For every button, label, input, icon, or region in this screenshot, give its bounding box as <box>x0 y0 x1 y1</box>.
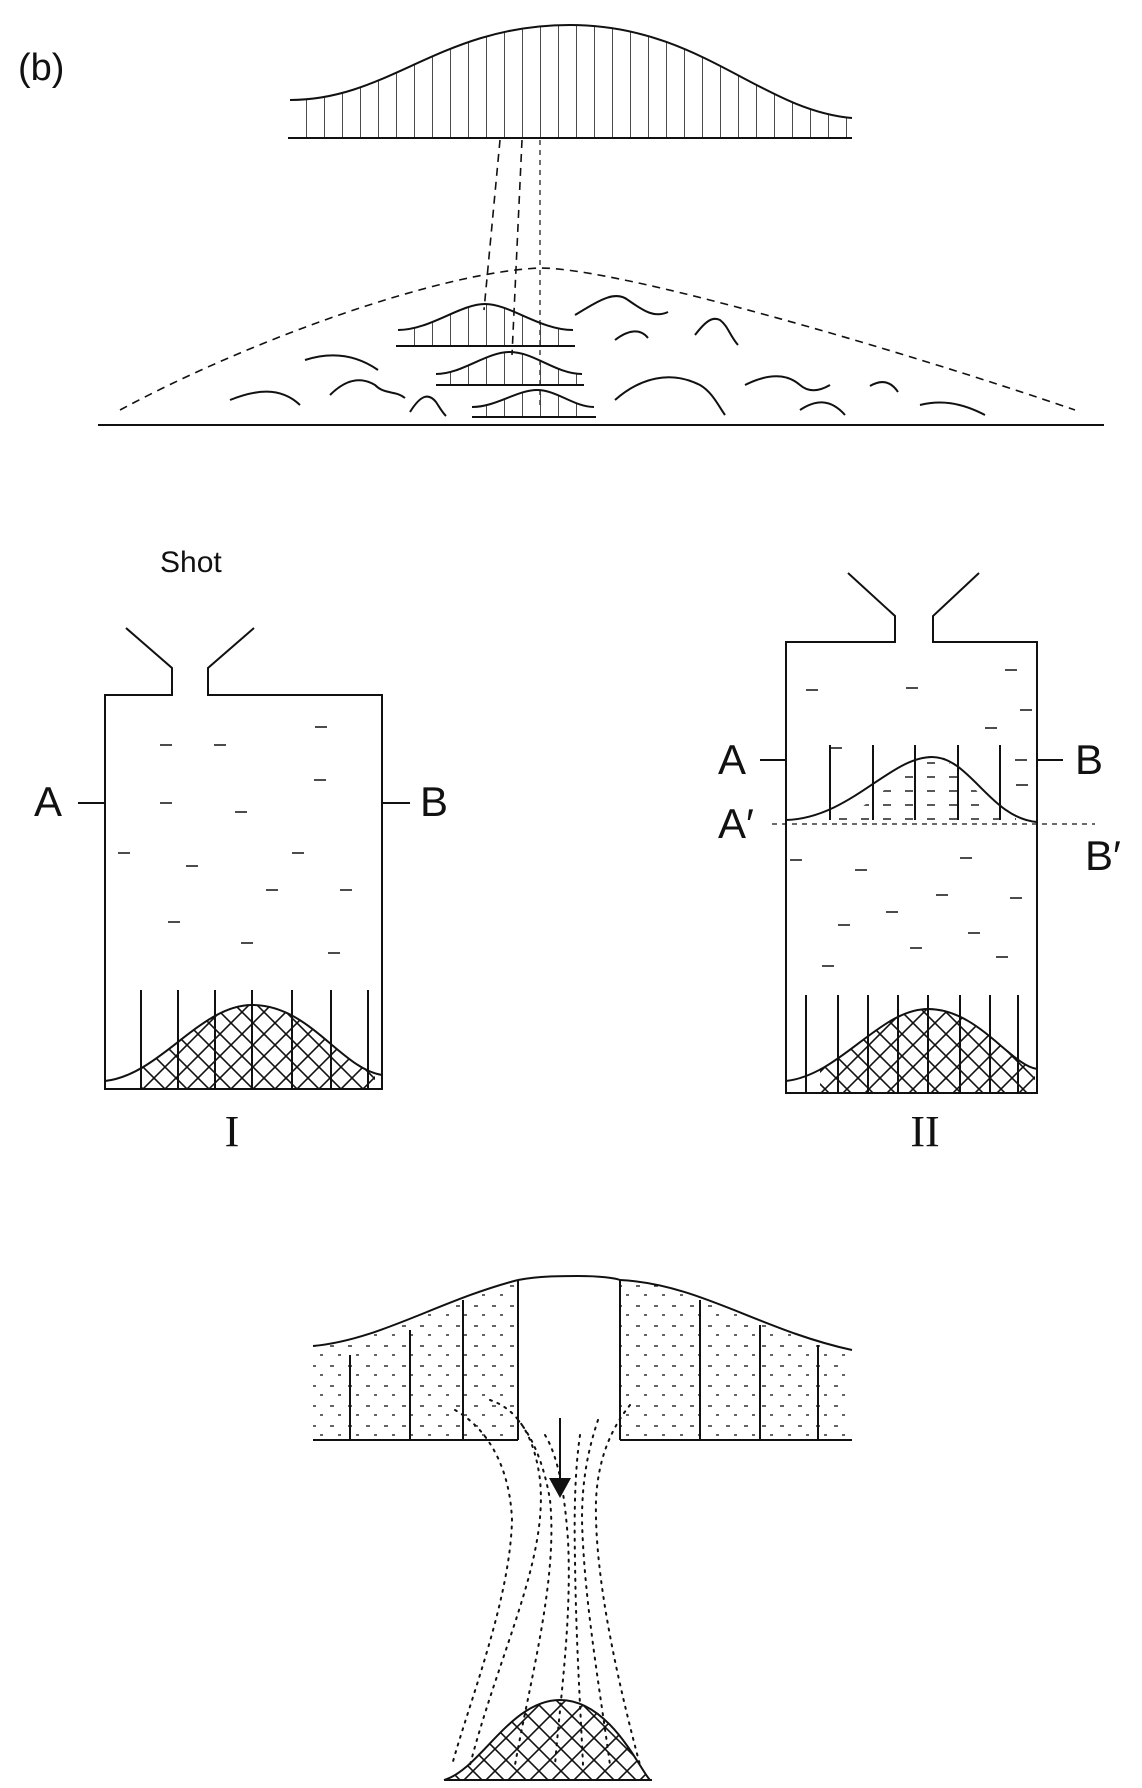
layer-waves <box>229 295 986 417</box>
caption-I: I <box>225 1107 240 1156</box>
top-distribution-curve <box>288 23 853 139</box>
container-I <box>78 627 410 1090</box>
flow-direction-arrow <box>549 1418 571 1498</box>
shot-particles <box>118 726 352 954</box>
pile-outline <box>98 267 1104 426</box>
label-B: B <box>420 778 448 825</box>
label-B-prime: B′ <box>1085 832 1121 879</box>
accumulated-shot <box>785 1007 1038 1093</box>
buried-curve-3 <box>471 388 596 418</box>
caption-II: II <box>910 1107 939 1156</box>
buried-curve-2 <box>435 350 584 386</box>
label-A-prime: A′ <box>718 800 754 847</box>
bottom-pile <box>443 1698 652 1781</box>
shot-label: Shot <box>160 546 222 579</box>
buried-curve-1 <box>396 302 575 347</box>
panel-label: (b) <box>18 47 64 89</box>
label-A: A <box>34 778 62 825</box>
label-B: B <box>1075 736 1103 783</box>
label-A: A <box>718 736 746 783</box>
accumulated-shot <box>104 1003 383 1089</box>
sand-reservoir <box>312 1274 853 1441</box>
shot-particles <box>790 669 1032 967</box>
container-II <box>760 572 1095 1094</box>
